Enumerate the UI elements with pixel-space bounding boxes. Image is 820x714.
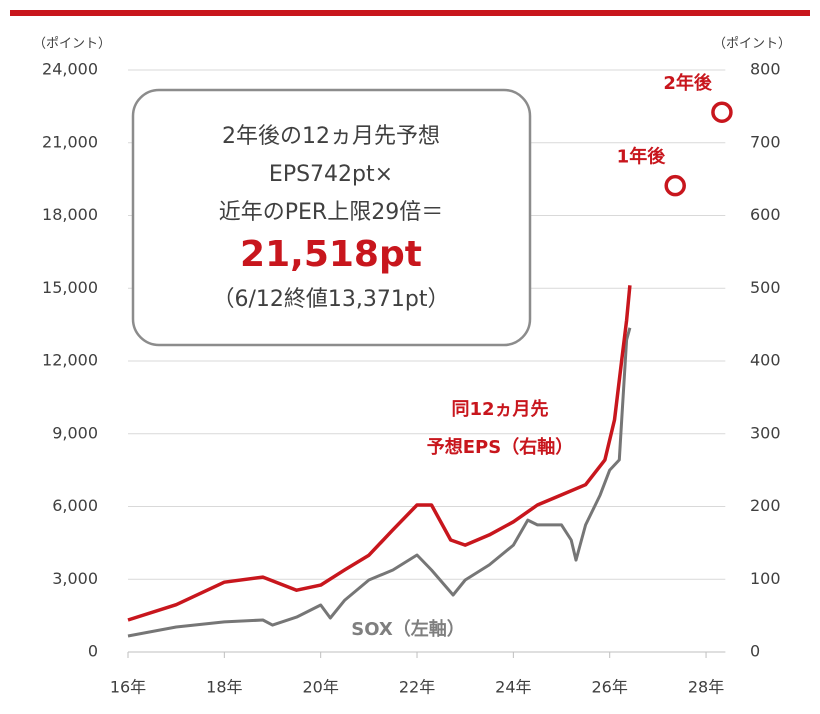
series-label: 予想EPS（右軸） [427, 436, 573, 458]
y-tick-label: 24,000 [42, 60, 98, 79]
y2-tick-label: 0 [750, 642, 760, 661]
forecast-label: 2年後 [663, 72, 713, 94]
x-tick-label: 18年 [206, 678, 242, 697]
annotation-note: （6/12終値13,371pt） [213, 287, 450, 312]
y-tick-label: 9,000 [52, 423, 98, 442]
y2-tick-label: 500 [750, 278, 781, 297]
y-unit: （ポイント） [33, 37, 111, 52]
annotation-line: 近年のPER上限29倍＝ [219, 200, 443, 225]
y2-tick-label: 600 [750, 205, 781, 224]
top-bar [10, 10, 810, 16]
x-tick-label: 16年 [110, 678, 146, 697]
annotation-highlight: 21,518pt [240, 234, 422, 275]
series-line [127, 285, 632, 622]
y-tick-label: 0 [88, 642, 98, 661]
y-tick-label: 18,000 [42, 205, 98, 224]
annotation-line: EPS742pt× [269, 162, 393, 187]
y-tick-label: 15,000 [42, 278, 98, 297]
x-tick-label: 28年 [688, 678, 724, 697]
series-label: SOX（左軸） [351, 618, 465, 640]
x-tick-label: 26年 [592, 678, 628, 697]
y2-tick-label: 700 [750, 132, 781, 151]
y2-tick-label: 800 [750, 60, 781, 79]
y-tick-label: 21,000 [42, 132, 98, 151]
annotation-line: 2年後の12ヵ月先予想 [222, 124, 440, 149]
y2-unit: （ポイント） [713, 37, 791, 52]
series-line [127, 327, 632, 638]
annotation-box [131, 88, 532, 347]
y-tick-label: 6,000 [52, 496, 98, 515]
x-tick-label: 22年 [399, 678, 435, 697]
forecast-label: 1年後 [617, 146, 667, 168]
x-tick-label: 20年 [302, 678, 338, 697]
forecast-point [711, 101, 733, 123]
x-tick-label: 24年 [495, 678, 531, 697]
series-label: 同12ヵ月先 [451, 398, 548, 420]
y2-tick-label: 300 [750, 423, 781, 442]
y2-tick-label: 100 [750, 569, 781, 588]
y2-tick-label: 400 [750, 351, 781, 370]
y2-tick-label: 200 [750, 496, 781, 515]
y-tick-label: 3,000 [52, 569, 98, 588]
y-tick-label: 12,000 [42, 351, 98, 370]
forecast-point [664, 174, 686, 197]
